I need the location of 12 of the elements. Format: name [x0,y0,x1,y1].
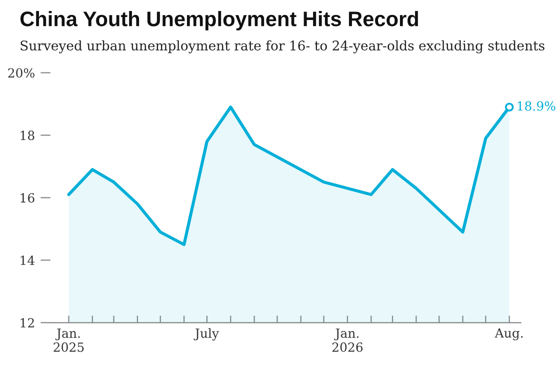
y-tick-label: 18 [20,130,34,140]
x-tick-label: Jan. 2026 [332,328,363,352]
chart-subtitle: Surveyed urban unemployment rate for 16- to 24-year-olds excluding students [20,40,544,54]
x-tick-label: Aug. [494,328,523,340]
y-tick-label: 14 [20,256,34,265]
y-tick-label: 16 [20,193,34,203]
x-tick-label: Jan. 2025 [54,328,84,352]
chart-title: China Youth Unemployment Hits Record [20,11,418,30]
y-tick-label: 12 [20,318,34,328]
x-tick-label: July [194,328,219,340]
annotation: 18.9% [518,101,556,111]
y-tick-label: 20% [8,68,34,78]
